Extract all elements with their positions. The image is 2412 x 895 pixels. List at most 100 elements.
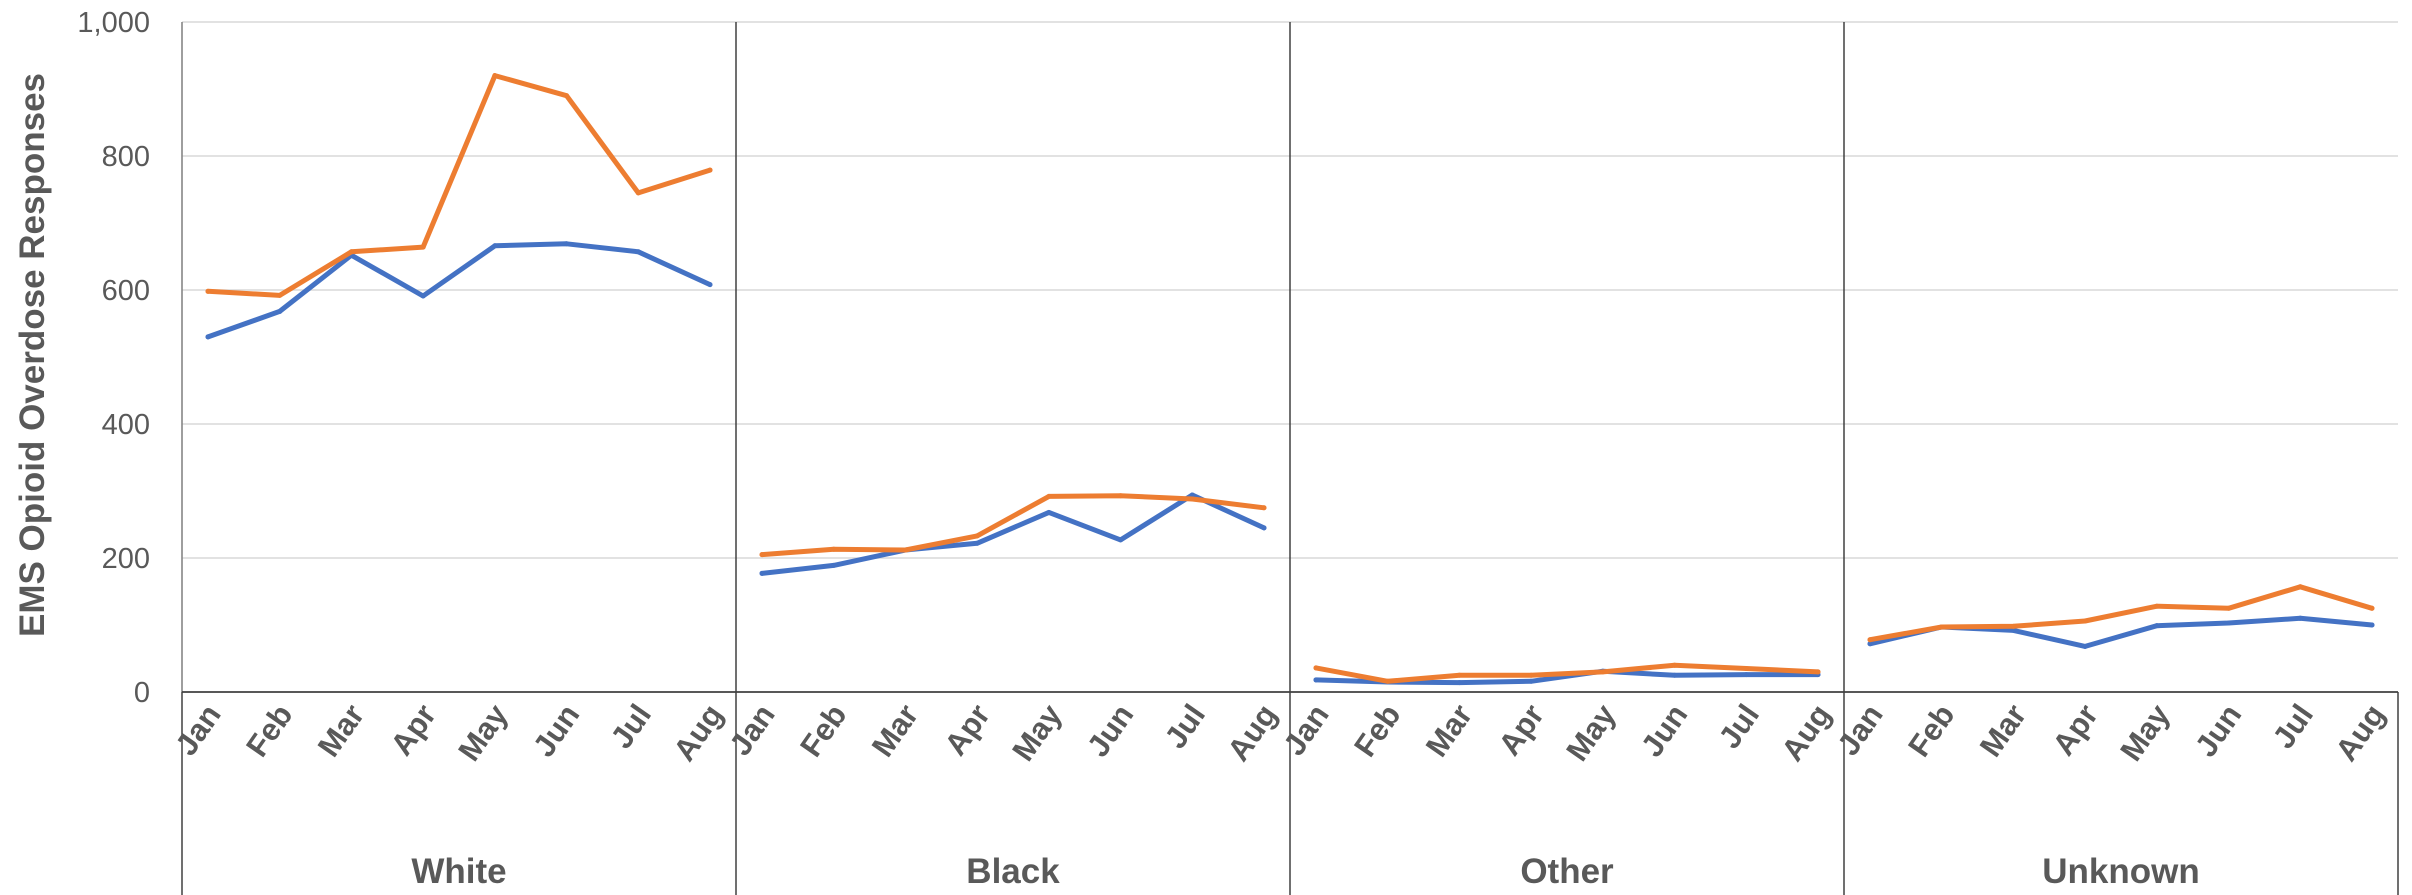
data-point-unknown-may xyxy=(2154,603,2160,609)
x-tick-label-jul: Jul xyxy=(2266,698,2320,755)
data-point-white-feb xyxy=(277,308,283,314)
data-point-unknown-aug xyxy=(2369,605,2375,611)
data-point-black-aug xyxy=(1261,505,1267,511)
x-tick-label-feb: Feb xyxy=(239,698,299,763)
data-point-black-aug xyxy=(1261,525,1267,531)
series-line-black-2 xyxy=(759,493,1267,558)
series-line-white-1 xyxy=(205,241,713,340)
data-point-white-mar xyxy=(348,249,354,255)
y-tick-label: 400 xyxy=(102,409,150,441)
data-point-other-apr xyxy=(1528,672,1534,678)
x-tick-label-apr: Apr xyxy=(938,698,997,762)
data-point-white-aug xyxy=(707,282,713,288)
series-line-unknown-2 xyxy=(1867,584,2375,643)
data-point-black-jan xyxy=(759,552,765,558)
data-series xyxy=(205,73,2375,686)
data-point-black-jul xyxy=(1189,496,1195,502)
y-tick-label: 0 xyxy=(134,677,150,709)
data-point-black-mar xyxy=(902,547,908,553)
x-tick-label-jul: Jul xyxy=(1158,698,1212,755)
x-tick-label-feb: Feb xyxy=(793,698,853,763)
data-point-other-jun xyxy=(1672,672,1678,678)
data-point-black-feb xyxy=(831,562,837,568)
data-point-black-feb xyxy=(831,546,837,552)
x-tick-label-jan: Jan xyxy=(722,698,781,762)
x-tick-label-jun: Jun xyxy=(1634,698,1694,763)
series-line-other-2 xyxy=(1313,662,1821,684)
x-tick-label-aug: Aug xyxy=(2328,698,2391,767)
group-label-white: White xyxy=(411,852,506,891)
x-tick-label-may: May xyxy=(2113,697,2177,767)
x-tick-label-mar: Mar xyxy=(865,698,925,763)
data-point-other-aug xyxy=(1815,669,1821,675)
data-point-unknown-apr xyxy=(2082,643,2088,649)
data-point-white-apr xyxy=(420,244,426,250)
data-point-unknown-jan xyxy=(1867,637,1873,643)
data-point-unknown-jan xyxy=(1867,641,1873,647)
data-point-black-jun xyxy=(1118,493,1124,499)
x-tick-label-feb: Feb xyxy=(1347,698,1407,763)
data-point-white-jul xyxy=(635,190,641,196)
y-tick-labels: 0 200 400 600 800 1,000 xyxy=(77,7,150,709)
x-tick-label-apr: Apr xyxy=(1492,698,1551,762)
data-point-black-jan xyxy=(759,570,765,576)
group-label-black: Black xyxy=(966,852,1060,891)
data-point-unknown-jun xyxy=(2226,605,2232,611)
data-point-other-jul xyxy=(1743,672,1749,678)
group-label-unknown: Unknown xyxy=(2042,852,2199,891)
data-point-white-aug xyxy=(707,167,713,173)
data-point-black-jun xyxy=(1118,537,1124,543)
data-point-other-jan xyxy=(1313,677,1319,683)
data-point-unknown-jul xyxy=(2297,584,2303,590)
y-axis-label: EMS Opioid Overdose Responses xyxy=(13,73,52,637)
x-tick-label-may: May xyxy=(1559,697,1623,767)
data-point-black-apr xyxy=(974,540,980,546)
data-point-white-jan xyxy=(205,334,211,340)
data-point-other-jan xyxy=(1313,665,1319,671)
y-tick-label: 1,000 xyxy=(77,7,150,39)
data-point-white-apr xyxy=(420,293,426,299)
data-point-white-jun xyxy=(564,241,570,247)
data-point-black-may xyxy=(1046,509,1052,515)
x-tick-label-mar: Mar xyxy=(1973,698,2033,763)
data-point-unknown-apr xyxy=(2082,618,2088,624)
data-point-unknown-mar xyxy=(2010,623,2016,629)
x-tick-label-may: May xyxy=(1005,697,1069,767)
data-point-white-jun xyxy=(564,93,570,99)
data-point-other-jul xyxy=(1743,666,1749,672)
data-point-unknown-aug xyxy=(2369,622,2375,628)
data-point-other-jun xyxy=(1672,662,1678,668)
data-point-black-apr xyxy=(974,533,980,539)
data-point-unknown-feb xyxy=(1939,624,1945,630)
data-point-other-apr xyxy=(1528,678,1534,684)
data-point-white-jan xyxy=(205,288,211,294)
x-tick-label-jul: Jul xyxy=(1712,698,1766,755)
x-tick-label-mar: Mar xyxy=(311,698,371,763)
series-line-unknown-1 xyxy=(1867,615,2375,649)
x-tick-label-mar: Mar xyxy=(1419,698,1479,763)
series-line-black-1 xyxy=(759,492,1267,576)
y-tick-label: 600 xyxy=(102,275,150,307)
x-tick-label-apr: Apr xyxy=(384,698,443,762)
data-point-other-feb xyxy=(1385,678,1391,684)
data-point-unknown-jun xyxy=(2226,620,2232,626)
x-tick-label-aug: Aug xyxy=(1774,698,1837,767)
x-tick-label-aug: Aug xyxy=(666,698,729,767)
data-point-white-may xyxy=(492,73,498,79)
x-tick-label-aug: Aug xyxy=(1220,698,1283,767)
data-point-other-mar xyxy=(1456,680,1462,686)
data-point-white-may xyxy=(492,243,498,249)
data-point-unknown-jul xyxy=(2297,615,2303,621)
data-point-other-may xyxy=(1600,669,1606,675)
x-tick-label-jan: Jan xyxy=(1830,698,1889,762)
y-tick-label: 200 xyxy=(102,543,150,575)
series-line-white-2 xyxy=(205,73,713,298)
group-labels: White Black Other Unknown xyxy=(411,852,2199,891)
x-tick-label-jun: Jun xyxy=(526,698,586,763)
x-tick-label-jan: Jan xyxy=(1276,698,1335,762)
group-label-other: Other xyxy=(1520,852,1614,891)
x-tick-label-jan: Jan xyxy=(168,698,227,762)
axes-frame xyxy=(181,22,2399,895)
